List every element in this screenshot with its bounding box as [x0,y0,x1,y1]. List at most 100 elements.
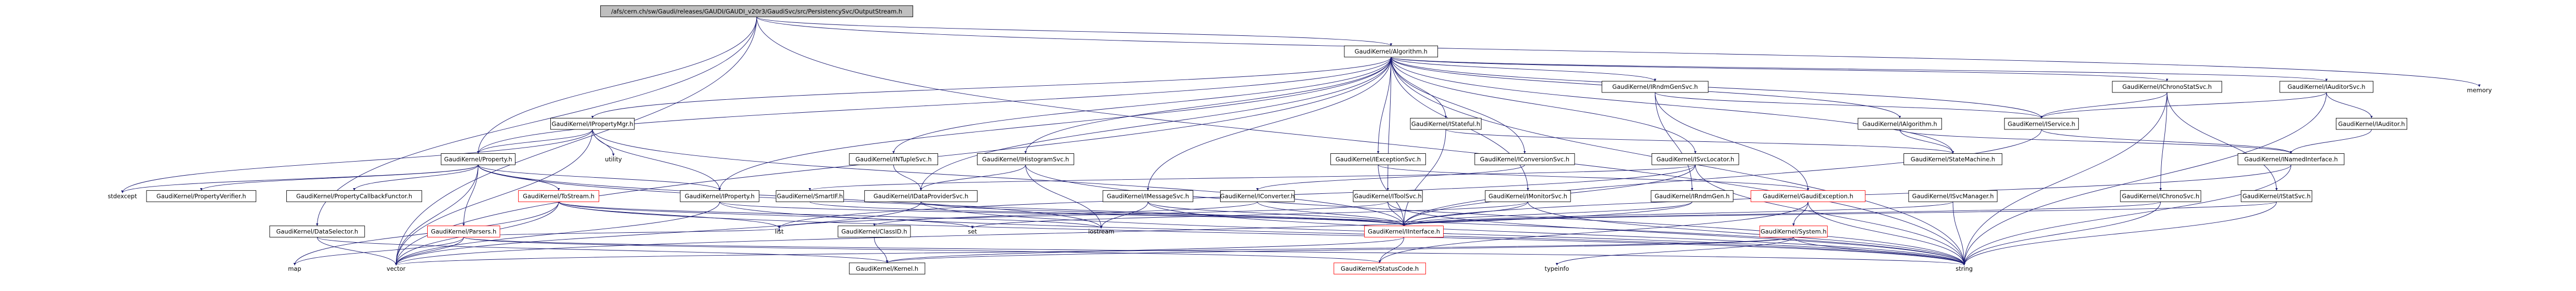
file-node[interactable]: GaudiKernel/PropertyVerifier.h [146,190,257,202]
node-box[interactable] [1750,190,1866,202]
file-node[interactable]: GaudiKernel/IToolSvc.h [1353,190,1423,202]
file-node[interactable]: GaudiKernel/GaudiException.h [1750,190,1866,202]
node-label[interactable]: GaudiKernel/IMessageSvc.h [1107,193,1189,200]
file-node[interactable]: GaudiKernel/StateMachine.h [1904,153,2002,165]
node-box[interactable] [2112,81,2222,93]
node-box[interactable] [1904,153,2002,165]
file-node[interactable]: GaudiKernel/IRndmGen.h [1650,190,1734,202]
node-box[interactable] [441,153,516,165]
node-label[interactable]: GaudiKernel/IHistogramSvc.h [982,155,1069,163]
node-box[interactable] [2241,190,2313,202]
file-node[interactable]: GaudiKernel/IAuditor.h [2335,117,2408,130]
file-node[interactable]: GaudiKernel/ISvcManager.h [1908,190,1998,202]
file-node[interactable]: GaudiKernel/IStateful.h [1410,117,1482,130]
file-node[interactable]: GaudiKernel/IExceptionSvc.h [1330,153,1426,165]
file-node[interactable]: GaudiKernel/INamedInterface.h [2237,153,2345,165]
node-label[interactable]: GaudiKernel/IProperty.h [685,193,755,200]
node-label[interactable]: GaudiKernel/ClassID.h [841,228,907,235]
file-node[interactable]: GaudiKernel/ToStream.h [518,190,599,202]
file-node[interactable]: GaudiKernel/ISvcLocator.h [1652,153,1739,165]
file-node[interactable]: GaudiKernel/IAlgorithm.h [1857,117,1942,130]
node-box[interactable] [1330,153,1426,165]
node-box[interactable] [1410,117,1482,130]
file-node[interactable]: GaudiKernel/INTupleSvc.h [849,153,939,165]
node-label[interactable]: GaudiKernel/ToStream.h [523,193,595,200]
node-box[interactable] [1344,45,1438,58]
node-box[interactable] [1485,190,1571,202]
node-box[interactable] [286,190,422,202]
node-label[interactable]: /afs/cern.ch/sw/Gaudi/releases/GAUDI/GAU… [611,8,902,15]
file-node[interactable]: GaudiKernel/IMessageSvc.h [1102,190,1194,202]
node-label[interactable]: GaudiKernel/IChronoStatSvc.h [2122,83,2212,90]
node-box[interactable] [2004,117,2079,130]
node-label[interactable]: GaudiKernel/System.h [1761,228,1827,235]
node-box[interactable] [1650,190,1734,202]
file-node[interactable]: GaudiKernel/IService.h [2004,117,2079,130]
node-box[interactable] [680,190,760,202]
node-label[interactable]: GaudiKernel/IToolSvc.h [1354,193,1421,200]
file-node[interactable]: GaudiKernel/IDataProviderSvc.h [864,190,978,202]
file-node[interactable]: GaudiKernel/System.h [1759,226,1828,237]
file-node[interactable]: GaudiKernel/Algorithm.h [1344,45,1438,58]
node-label[interactable]: GaudiKernel/IConverter.h [1220,193,1295,200]
node-box[interactable] [518,190,599,202]
node-box[interactable] [849,153,939,165]
file-node[interactable]: GaudiKernel/IProperty.h [680,190,760,202]
node-box[interactable] [1652,153,1739,165]
node-box[interactable] [864,190,978,202]
file-node[interactable]: GaudiKernel/StatusCode.h [1333,262,1426,274]
file-node[interactable]: GaudiKernel/IStatSvc.h [2241,190,2313,202]
file-node[interactable]: GaudiKernel/Property.h [441,153,516,165]
node-label[interactable]: GaudiKernel/IAuditorSvc.h [2288,83,2366,90]
node-label[interactable]: GaudiKernel/Property.h [444,155,512,163]
node-box[interactable] [838,226,911,237]
node-box[interactable] [2237,153,2345,165]
node-label[interactable]: GaudiKernel/IDataProviderSvc.h [874,193,968,200]
node-box[interactable] [1474,153,1575,165]
node-label[interactable]: GaudiKernel/SmartIF.h [777,193,843,200]
file-node[interactable]: GaudiKernel/ClassID.h [838,226,911,237]
node-label[interactable]: GaudiKernel/Kernel.h [856,265,918,272]
node-label[interactable]: GaudiKernel/PropertyCallbackFunctor.h [296,193,412,200]
file-node[interactable]: GaudiKernel/IAuditorSvc.h [2279,81,2374,93]
node-box[interactable] [1102,190,1194,202]
node-label[interactable]: GaudiKernel/PropertyVerifier.h [156,193,246,200]
file-node[interactable]: GaudiKernel/IChronoSvc.h [2120,190,2201,202]
node-label[interactable]: GaudiKernel/INTupleSvc.h [855,155,932,163]
node-label[interactable]: GaudiKernel/IRndmGenSvc.h [1612,83,1698,90]
node-box[interactable] [2120,190,2201,202]
node-label[interactable]: GaudiKernel/IStateful.h [1411,120,1480,127]
file-node[interactable]: GaudiKernel/SmartIF.h [775,190,844,202]
file-node[interactable]: GaudiKernel/IRndmGenSvc.h [1602,81,1709,93]
node-label[interactable]: GaudiKernel/Parsers.h [431,228,496,235]
node-box[interactable] [1220,190,1295,202]
node-label[interactable]: GaudiKernel/StatusCode.h [1341,265,1419,272]
node-label[interactable]: GaudiKernel/IAlgorithm.h [1862,120,1937,127]
node-box[interactable] [2279,81,2374,93]
file-node[interactable]: /afs/cern.ch/sw/Gaudi/releases/GAUDI/GAU… [600,5,914,17]
file-node[interactable]: GaudiKernel/IPropertyMgr.h [550,117,635,130]
node-box[interactable] [1759,226,1828,237]
node-box[interactable] [977,153,1074,165]
node-label[interactable]: GaudiKernel/StateMachine.h [1911,155,1996,163]
node-box[interactable] [269,226,365,237]
file-node[interactable]: GaudiKernel/Parsers.h [427,226,500,237]
node-label[interactable]: GaudiKernel/IMonitorSvc.h [1488,193,1567,200]
node-label[interactable]: GaudiKernel/IStatSvc.h [2242,193,2310,200]
node-label[interactable]: GaudiKernel/IChronoSvc.h [2122,193,2199,200]
node-box[interactable] [600,5,914,17]
node-label[interactable]: GaudiKernel/Algorithm.h [1355,48,1428,55]
node-label[interactable]: GaudiKernel/IRndmGen.h [1655,193,1729,200]
node-label[interactable]: GaudiKernel/IInterface.h [1368,228,1440,235]
node-label[interactable]: GaudiKernel/IConversionSvc.h [1480,155,1569,163]
node-box[interactable] [1908,190,1998,202]
node-box[interactable] [1353,190,1423,202]
file-node[interactable]: GaudiKernel/PropertyCallbackFunctor.h [286,190,422,202]
node-label[interactable]: GaudiKernel/IPropertyMgr.h [552,120,633,127]
node-box[interactable] [2335,117,2408,130]
file-node[interactable]: GaudiKernel/Kernel.h [849,262,926,274]
node-box[interactable] [775,190,844,202]
node-label[interactable]: GaudiKernel/ISvcLocator.h [1657,155,1735,163]
file-node[interactable]: GaudiKernel/IHistogramSvc.h [977,153,1074,165]
node-label[interactable]: GaudiKernel/DataSelector.h [276,228,359,235]
